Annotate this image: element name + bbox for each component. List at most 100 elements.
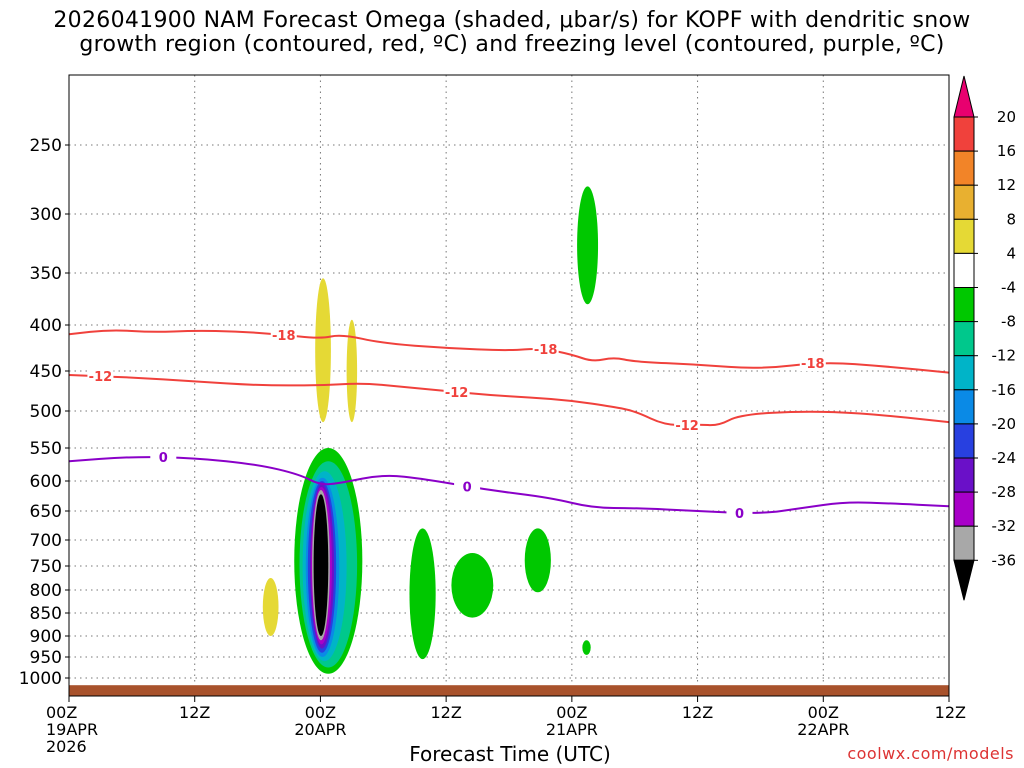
contour-1 <box>69 374 949 427</box>
x-tick-label-72-1: 22APR <box>797 720 849 739</box>
colorbar-label-2: 12 <box>997 176 1016 194</box>
contour-label-bg-1-1 <box>443 384 470 400</box>
x-tick-label-24-1: 20APR <box>294 720 346 739</box>
contour-label-1-0: -12 <box>89 370 113 385</box>
colorbar-bin-8 <box>953 355 975 391</box>
source-credit: coolwx.com/models <box>847 744 1014 763</box>
colorbar-bin-9 <box>953 389 975 425</box>
contour-label-2-0: 0 <box>159 451 168 466</box>
contour-labels: -18 -18 -18 -12 -12 -12 0 0 0 <box>87 326 826 522</box>
colorbar: 20 16 12 8 4 -4 -8 -12 -16 -20 -24 -28 -32 -36 <box>953 75 1017 601</box>
x-axis-label: Forecast Time (UTC) <box>409 742 611 766</box>
omega-region-3 <box>577 186 599 305</box>
y-tick-label-500: 500 <box>30 402 62 422</box>
colorbar-arrow-top <box>953 75 975 118</box>
colorbar-label-13: -36 <box>992 551 1017 569</box>
y-tick-label-1000: 1000 <box>19 669 62 689</box>
colorbar-bin-11 <box>953 457 975 493</box>
colorbar-label-11: -28 <box>992 483 1017 501</box>
colorbar-label-5: -4 <box>1001 279 1016 297</box>
colorbar-label-10: -24 <box>992 449 1017 467</box>
colorbar-bin-3 <box>953 184 975 220</box>
omega-region-7 <box>582 640 591 655</box>
colorbar-bin-13 <box>953 525 975 561</box>
x-tick-label-48-1: 21APR <box>546 720 598 739</box>
colorbar-label-9: -20 <box>992 415 1017 433</box>
y-tick-label-350: 350 <box>30 264 62 284</box>
y-tick-label-400: 400 <box>30 316 62 336</box>
contour-label-2-1: 0 <box>463 480 472 495</box>
omega-shading <box>262 186 599 674</box>
omega-region-2 <box>262 578 279 636</box>
colorbar-arrow-bottom <box>953 559 975 601</box>
contour-label-bg-0-2 <box>799 355 826 372</box>
y-tick-label-600: 600 <box>30 472 62 492</box>
y-tick-label-900: 900 <box>30 627 62 647</box>
x-tick-label-36-0: 12Z <box>430 703 461 722</box>
colorbar-bin-7 <box>953 321 975 357</box>
omega-region-6 <box>524 528 551 593</box>
contour-0 <box>69 329 949 374</box>
omega-region-16 <box>313 494 329 636</box>
contour-label-bg-1-2 <box>674 416 701 433</box>
colorbar-label-6: -8 <box>1001 313 1016 331</box>
contour-label-0-0: -18 <box>272 329 296 344</box>
colorbar-bin-1 <box>953 116 975 152</box>
terrain-fill <box>69 685 949 696</box>
x-tick-label-84-0: 12Z <box>935 703 966 722</box>
contour-label-bg-2-2 <box>726 504 753 521</box>
x-tick-label-48-0: 00Z <box>556 703 587 722</box>
x-tick-label-60-0: 12Z <box>682 703 713 722</box>
plot-frame <box>68 74 950 697</box>
colorbar-label-7: -12 <box>992 347 1017 365</box>
y-tick-label-950: 950 <box>30 648 62 668</box>
colorbar-bin-4 <box>953 218 975 254</box>
y-tick-label-850: 850 <box>30 604 62 624</box>
contour-label-0-1: -18 <box>534 343 558 358</box>
y-tick-label-650: 650 <box>30 502 62 522</box>
colorbar-label-12: -32 <box>992 517 1017 535</box>
colorbar-bin-2 <box>953 150 975 186</box>
colorbar-bin-5 <box>953 252 975 288</box>
x-tick-label-24-0: 00Z <box>305 703 336 722</box>
omega-region-4 <box>409 528 436 660</box>
colorbar-label-1: 16 <box>997 142 1016 160</box>
y-axis: 250 300 350 400 450 500 550 600 650 700 750 800 850 9… <box>19 136 69 689</box>
gridlines <box>68 75 950 696</box>
y-tick-label-750: 750 <box>30 557 62 577</box>
omega-region-1 <box>346 319 358 423</box>
contour-label-bg-1-0 <box>87 368 114 385</box>
colorbar-bin-12 <box>953 491 975 527</box>
chart-title-line-1: 2026041900 NAM Forecast Omega (shaded, μ… <box>53 8 971 33</box>
x-tick-label-0-0: 00Z <box>46 703 77 722</box>
contour-label-1-2: -12 <box>675 419 699 434</box>
contour-2 <box>69 456 949 514</box>
y-tick-label-450: 450 <box>30 362 62 382</box>
chart-title-line-2: growth region (contoured, red, ºC) and f… <box>79 32 945 57</box>
x-tick-label-12-0: 12Z <box>179 703 210 722</box>
contour-label-0-2: -18 <box>801 357 825 372</box>
colorbar-bin-10 <box>953 423 975 459</box>
y-tick-label-550: 550 <box>30 439 62 459</box>
y-tick-label-800: 800 <box>30 581 62 601</box>
colorbar-label-0: 20 <box>997 108 1016 126</box>
contour-label-1-1: -12 <box>445 386 469 401</box>
x-tick-label-0-2: 2026 <box>46 737 87 756</box>
y-tick-label-300: 300 <box>30 205 62 225</box>
y-tick-label-700: 700 <box>30 531 62 551</box>
colorbar-label-4: 4 <box>1006 244 1016 262</box>
x-tick-label-72-0: 00Z <box>808 703 839 722</box>
y-tick-label-250: 250 <box>30 136 62 156</box>
contour-label-bg-2-0 <box>150 449 177 466</box>
colorbar-label-8: -16 <box>992 381 1017 399</box>
contour-label-bg-0-1 <box>532 341 559 358</box>
x-tick-label-0-1: 19APR <box>46 720 98 739</box>
contour-label-bg-0-0 <box>270 326 297 343</box>
omega-region-0 <box>315 278 331 423</box>
contour-label-2-2: 0 <box>735 507 744 522</box>
colorbar-label-3: 8 <box>1006 210 1016 228</box>
terrain-surface <box>69 685 949 696</box>
omega-region-5 <box>451 553 494 618</box>
